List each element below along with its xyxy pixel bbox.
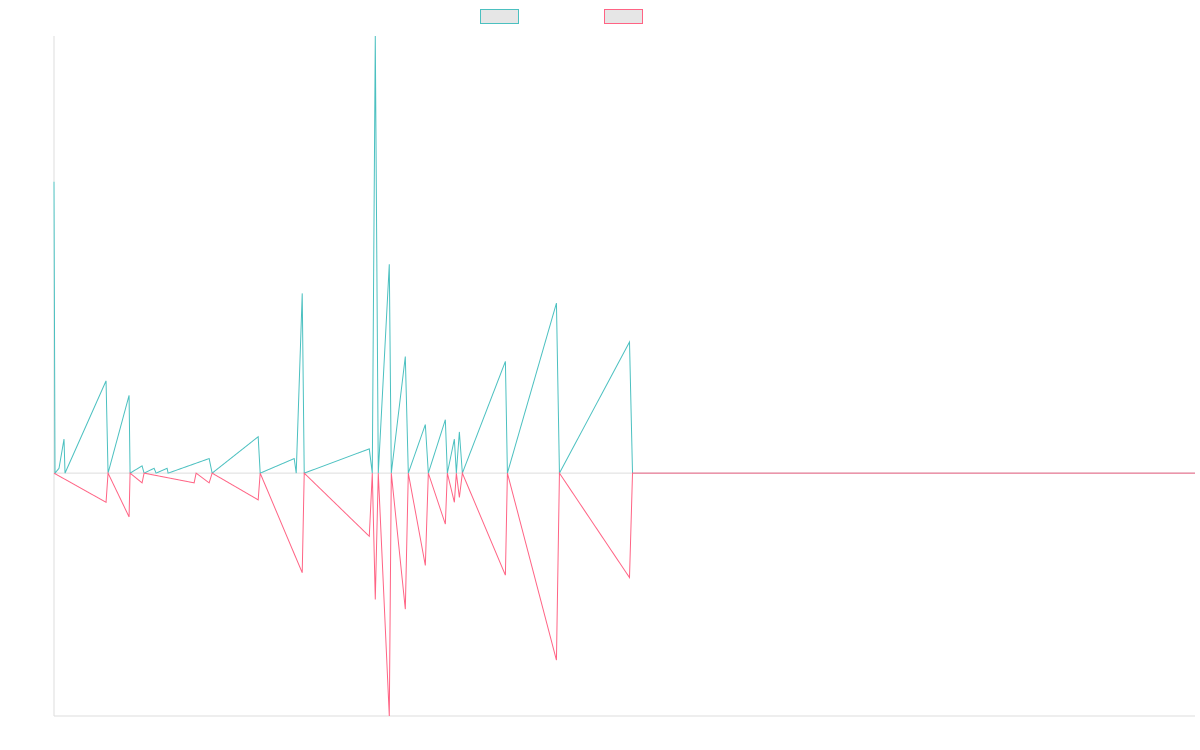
legend-item-series-2[interactable]: [604, 9, 649, 24]
series-line-1: [53, 35, 1195, 476]
legend-swatch-series-1: [480, 9, 519, 24]
legend-item-series-1[interactable]: [480, 9, 525, 24]
chart-series: [53, 35, 1195, 717]
legend-swatch-series-2: [604, 9, 643, 24]
series-line-2: [53, 471, 1195, 717]
legend: [0, 9, 1200, 27]
chart-axes: [53, 36, 1195, 717]
